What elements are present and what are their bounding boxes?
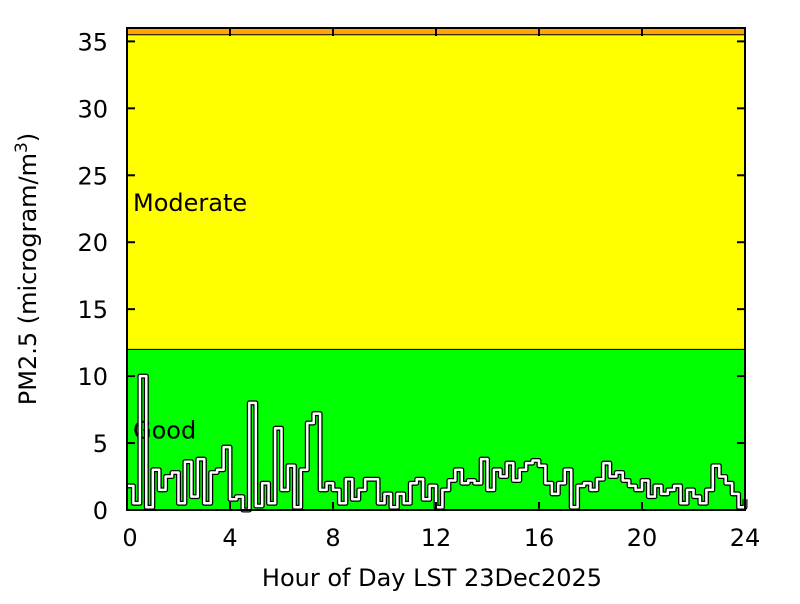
- y-tick-label: 35: [77, 28, 108, 56]
- band-label-moderate: Moderate: [133, 189, 247, 217]
- x-tick-label: 8: [325, 524, 340, 552]
- y-tick-label: 0: [93, 497, 108, 525]
- x-tick-label: 4: [222, 524, 237, 552]
- series-line-pm25: [127, 374, 747, 512]
- x-tick-label: 24: [730, 524, 761, 552]
- y-tick-label: 15: [77, 296, 108, 324]
- x-tick-label: 12: [421, 524, 452, 552]
- y-tick-label: 10: [77, 363, 108, 391]
- y-tick-label: 30: [77, 95, 108, 123]
- y-tick-label: 25: [77, 162, 108, 190]
- band-label-good: Good: [133, 417, 196, 445]
- x-tick-label: 0: [122, 524, 137, 552]
- y-tick-label: 20: [77, 229, 108, 257]
- x-tick-label: 16: [524, 524, 555, 552]
- x-tick-label: 20: [627, 524, 658, 552]
- x-axis-label: Hour of Day LST 23Dec2025: [262, 564, 602, 592]
- band-moderate: [127, 34, 745, 350]
- y-tick-label: 5: [93, 430, 108, 458]
- y-axis-label: PM2.5 (microgram/m3): [12, 133, 42, 405]
